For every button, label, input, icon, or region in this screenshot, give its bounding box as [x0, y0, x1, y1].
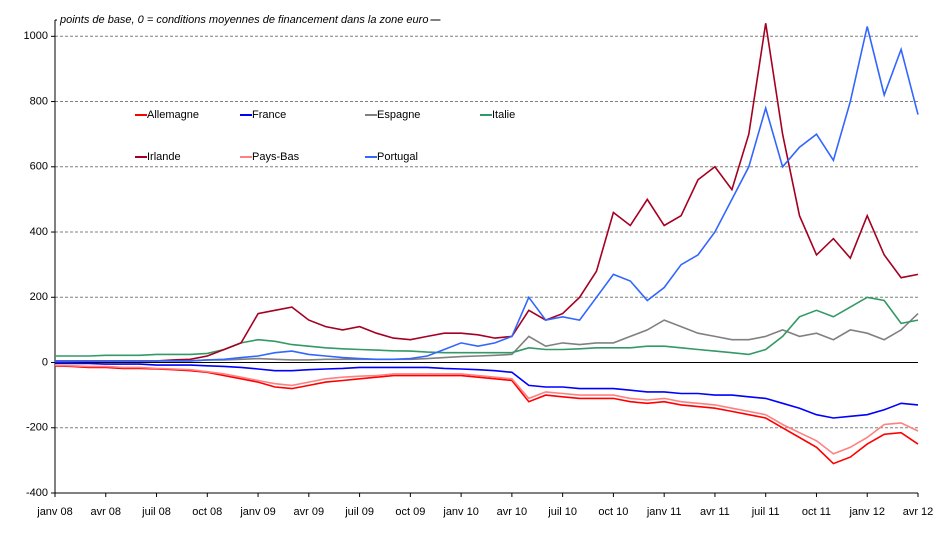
line-series — [55, 26, 919, 362]
x-tick-label: juil 10 — [547, 506, 577, 518]
x-tick-label: avr 11 — [700, 506, 730, 518]
y-tick-label: 400 — [30, 226, 48, 238]
legend-label: Portugal — [377, 151, 418, 163]
x-tick-label: janv 11 — [646, 506, 682, 518]
x-tick-label: janv 09 — [239, 506, 275, 518]
title-background — [57, 12, 431, 28]
x-tick-label: avr 12 — [903, 506, 934, 518]
x-tick-label: oct 11 — [802, 506, 831, 518]
x-tick-label: juil 09 — [344, 506, 374, 518]
x-tick-label: oct 10 — [598, 506, 628, 518]
x-tick-label: janv 12 — [848, 506, 884, 518]
x-tick-label: janv 10 — [442, 506, 478, 518]
x-tick-label: juil 11 — [751, 506, 780, 518]
y-tick-label: 0 — [42, 356, 48, 368]
x-tick-label: juil 08 — [141, 506, 171, 518]
x-tick-label: avr 08 — [90, 506, 121, 518]
x-tick-label: oct 09 — [395, 506, 425, 518]
y-tick-label: 600 — [30, 161, 48, 173]
y-tick-label: 800 — [30, 95, 48, 107]
x-tick-label: oct 08 — [192, 506, 222, 518]
x-tick-label: avr 10 — [497, 506, 528, 518]
legend-label: Pays-Bas — [252, 151, 300, 163]
line-series — [54, 364, 919, 455]
legend-label: France — [252, 109, 286, 121]
legend-label: Irlande — [147, 151, 181, 163]
chart-title: points de base, 0 = conditions moyennes … — [59, 14, 428, 26]
x-tick-label: janv 08 — [36, 506, 72, 518]
line-series — [54, 362, 919, 419]
y-tick-label: -400 — [26, 487, 48, 499]
legend-label: Espagne — [377, 109, 420, 121]
x-tick-label: avr 09 — [294, 506, 325, 518]
y-tick-label: 200 — [30, 291, 48, 303]
legend-label: Allemagne — [147, 109, 199, 121]
y-tick-label: -200 — [26, 422, 48, 434]
legend-label: Italie — [492, 109, 515, 121]
line-series — [55, 296, 919, 357]
line-series — [54, 365, 919, 465]
y-tick-label: 1000 — [24, 30, 48, 42]
line-series — [55, 23, 919, 362]
